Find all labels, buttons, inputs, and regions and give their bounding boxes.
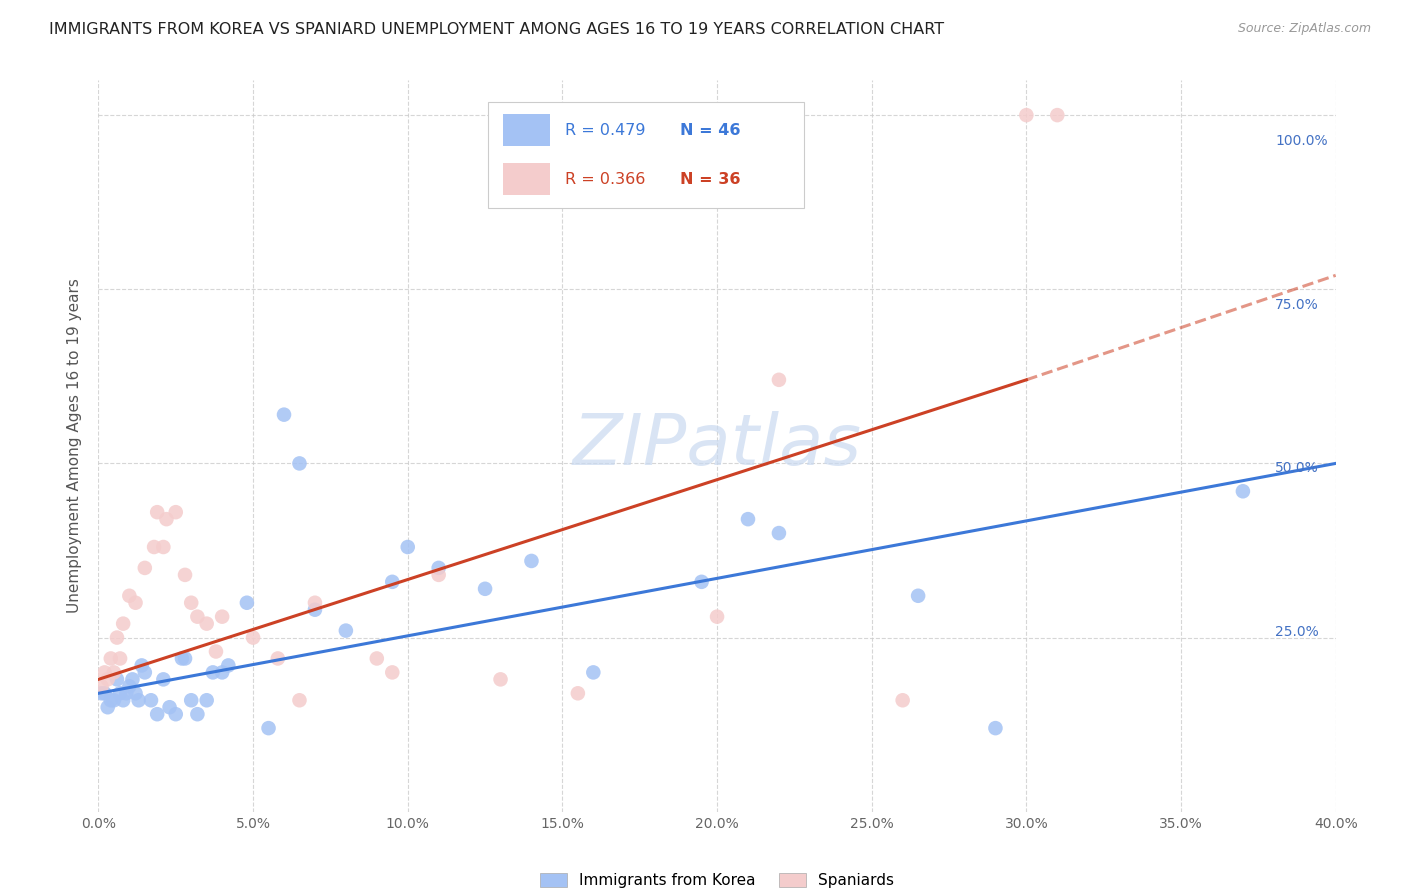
Bar [531, 138, 574, 169]
Point [886, 584, 908, 599]
Point [194, 663, 217, 677]
Point [176, 682, 198, 697]
Point [464, 565, 486, 579]
Point [238, 643, 260, 657]
Bar [531, 185, 574, 215]
Point [342, 459, 364, 474]
Point [191, 669, 214, 683]
Point [315, 708, 337, 723]
Point [710, 604, 733, 618]
Point [423, 656, 446, 670]
Point [301, 624, 323, 638]
Point [186, 682, 209, 697]
Point [179, 682, 201, 697]
Point [382, 616, 405, 631]
Point [240, 643, 263, 657]
Point [356, 597, 378, 611]
Y-axis label: Unemployment Among Ages 16 to 19 years: Unemployment Among Ages 16 to 19 years [67, 283, 83, 618]
Point [188, 675, 211, 690]
Point [260, 682, 283, 697]
Point [179, 656, 201, 670]
Point [274, 604, 297, 618]
Point [423, 571, 446, 585]
Point [176, 643, 198, 657]
Point [181, 663, 204, 677]
Point [696, 571, 718, 585]
Point [232, 506, 254, 520]
Point [173, 663, 195, 677]
Point [191, 584, 214, 599]
Point [167, 669, 190, 683]
Point [763, 381, 786, 395]
Point [197, 591, 219, 605]
Point [269, 636, 291, 650]
Point [356, 591, 378, 605]
Point [214, 538, 236, 552]
Point [211, 682, 233, 697]
Point [409, 643, 432, 657]
Point [181, 624, 204, 638]
Point [205, 558, 228, 572]
Point [981, 133, 1004, 147]
Point [260, 610, 283, 624]
Point [240, 565, 263, 579]
Point [246, 682, 269, 697]
Text: Source: ZipAtlas.com: Source: ZipAtlas.com [1237, 22, 1371, 36]
Point [217, 695, 239, 709]
Point [519, 663, 541, 677]
Point [322, 643, 344, 657]
Point [546, 551, 568, 566]
Point [274, 656, 297, 670]
Point [170, 675, 193, 690]
Point [217, 506, 239, 520]
Point [252, 695, 274, 709]
Point [266, 656, 288, 670]
Point [873, 682, 896, 697]
Point [295, 591, 318, 605]
Text: N = 36: N = 36 [688, 193, 748, 207]
Point [222, 538, 245, 552]
Point [197, 675, 219, 690]
Point [222, 663, 245, 677]
Point [252, 604, 274, 618]
Point [464, 558, 486, 572]
Point [437, 538, 460, 552]
Point [737, 512, 759, 526]
Point [1173, 486, 1195, 500]
Point [763, 525, 786, 540]
Text: R = 0.366: R = 0.366 [586, 193, 666, 207]
Point [205, 656, 228, 670]
Point [200, 682, 222, 697]
Point [170, 656, 193, 670]
Point [186, 610, 209, 624]
Point [167, 675, 190, 690]
Legend: Immigrants from Korea, Spaniards: Immigrants from Korea, Spaniards [537, 847, 904, 873]
Point [184, 643, 207, 657]
Point [955, 708, 977, 723]
Point [202, 649, 225, 664]
Point [184, 675, 207, 690]
Point [228, 689, 250, 703]
Point [328, 414, 350, 428]
Point [232, 695, 254, 709]
Text: R = 0.479: R = 0.479 [586, 146, 666, 161]
Point [505, 577, 527, 591]
Point [246, 591, 269, 605]
Point [225, 512, 247, 526]
Text: N = 46: N = 46 [688, 146, 748, 161]
Point [278, 649, 301, 664]
Point [600, 656, 623, 670]
Text: IMMIGRANTS FROM KOREA VS SPANIARD UNEMPLOYMENT AMONG AGES 16 TO 19 YEARS CORRELA: IMMIGRANTS FROM KOREA VS SPANIARD UNEMPL… [49, 22, 945, 37]
FancyBboxPatch shape [519, 128, 797, 227]
Point [173, 689, 195, 703]
Text: ZIPatlas: ZIPatlas [576, 416, 865, 485]
Point [586, 675, 609, 690]
Point [1010, 133, 1032, 147]
Point [342, 682, 364, 697]
